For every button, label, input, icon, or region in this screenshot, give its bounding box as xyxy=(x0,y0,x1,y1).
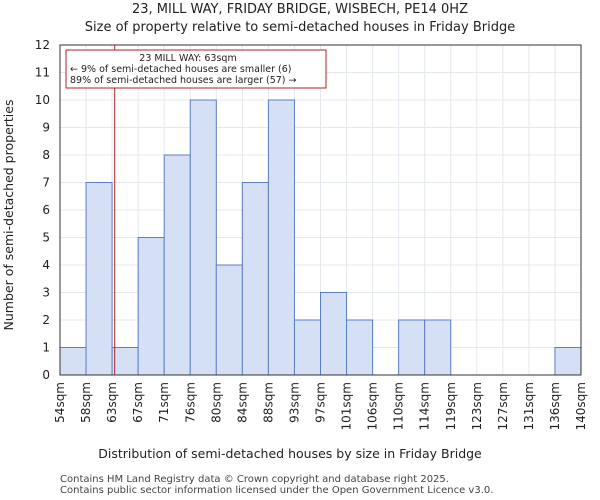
y-tick-label: 0 xyxy=(42,368,50,382)
x-tick-label: 136sqm xyxy=(548,382,562,430)
x-tick-label: 127sqm xyxy=(496,382,510,430)
x-tick-label: 67sqm xyxy=(131,382,145,423)
bar-76sqm xyxy=(189,99,217,376)
x-tick-label: 80sqm xyxy=(209,382,223,423)
y-tick-label: 6 xyxy=(42,203,50,217)
chart-title-line-2: Size of property relative to semi-detach… xyxy=(85,20,515,35)
bar-58sqm xyxy=(85,182,113,376)
bar-114sqm xyxy=(424,319,452,376)
y-tick-label: 9 xyxy=(42,121,50,135)
bar-88sqm xyxy=(267,99,295,376)
x-tick-label: 93sqm xyxy=(287,382,301,423)
y-axis-label: Number of semi-detached properties xyxy=(1,100,16,331)
y-tick-label: 1 xyxy=(42,341,50,355)
bars xyxy=(59,99,582,376)
x-tick-label: 63sqm xyxy=(105,382,119,423)
bar-67sqm xyxy=(137,237,165,376)
chart-title-line-1: 23, MILL WAY, FRIDAY BRIDGE, WISBECH, PE… xyxy=(132,2,468,17)
footer-line-1: Contains HM Land Registry data © Crown c… xyxy=(60,474,449,485)
y-tick-label: 5 xyxy=(42,231,50,245)
x-tick-label: 71sqm xyxy=(157,382,171,423)
x-tick-labels: 54sqm 58sqm 63sqm 67sqm 71sqm 76sqm 80sqm 84sqm… xyxy=(53,382,588,430)
bar-63sqm xyxy=(111,347,139,376)
annotation-line-1: 23 MILL WAY: 63sqm xyxy=(139,53,236,64)
x-axis-label: Distribution of semi-detached houses by … xyxy=(98,446,482,461)
bar-136sqm xyxy=(554,347,582,376)
bar-80sqm xyxy=(215,264,243,376)
y-tick-label: 7 xyxy=(42,176,50,190)
x-tick-label: 131sqm xyxy=(522,382,536,430)
footer-line-2: Contains public sector information licen… xyxy=(60,485,494,496)
bar-84sqm xyxy=(241,182,269,376)
x-tick-label: 97sqm xyxy=(314,382,328,423)
x-tick-label: 54sqm xyxy=(53,382,67,423)
x-tick-label: 140sqm xyxy=(574,382,588,430)
x-tick-label: 76sqm xyxy=(183,382,197,423)
y-tick-label: 4 xyxy=(42,258,50,272)
x-tick-label: 58sqm xyxy=(79,382,93,423)
bar-110sqm xyxy=(398,319,426,376)
annotation-box: 23 MILL WAY: 63sqm ← 9% of semi-detached… xyxy=(65,49,327,89)
y-tick-label: 2 xyxy=(42,313,50,327)
x-tick-label: 114sqm xyxy=(418,382,432,430)
y-tick-label: 10 xyxy=(35,93,50,107)
plot-frame xyxy=(59,44,582,376)
bar-93sqm xyxy=(293,319,322,376)
bar-54sqm xyxy=(59,347,87,376)
x-tick-label: 101sqm xyxy=(340,382,354,430)
x-tick-label: 106sqm xyxy=(366,382,380,430)
bar-71sqm xyxy=(163,154,191,376)
annotation-line-3: 89% of semi-detached houses are larger (… xyxy=(70,75,297,86)
x-tick-label: 123sqm xyxy=(470,382,484,430)
x-tick-label: 110sqm xyxy=(392,382,406,430)
x-tick-label: 84sqm xyxy=(235,382,249,423)
x-tick-label: 88sqm xyxy=(261,382,275,423)
y-tick-label: 8 xyxy=(42,148,50,162)
y-tick-label: 12 xyxy=(35,38,50,52)
y-tick-label: 3 xyxy=(42,286,50,300)
bar-97sqm xyxy=(320,292,348,376)
y-tick-label: 11 xyxy=(35,66,50,80)
x-tick-label: 119sqm xyxy=(444,382,458,430)
bar-101sqm xyxy=(346,319,374,376)
annotation-line-2: ← 9% of semi-detached houses are smaller… xyxy=(70,64,291,75)
annotation-border xyxy=(65,49,327,89)
